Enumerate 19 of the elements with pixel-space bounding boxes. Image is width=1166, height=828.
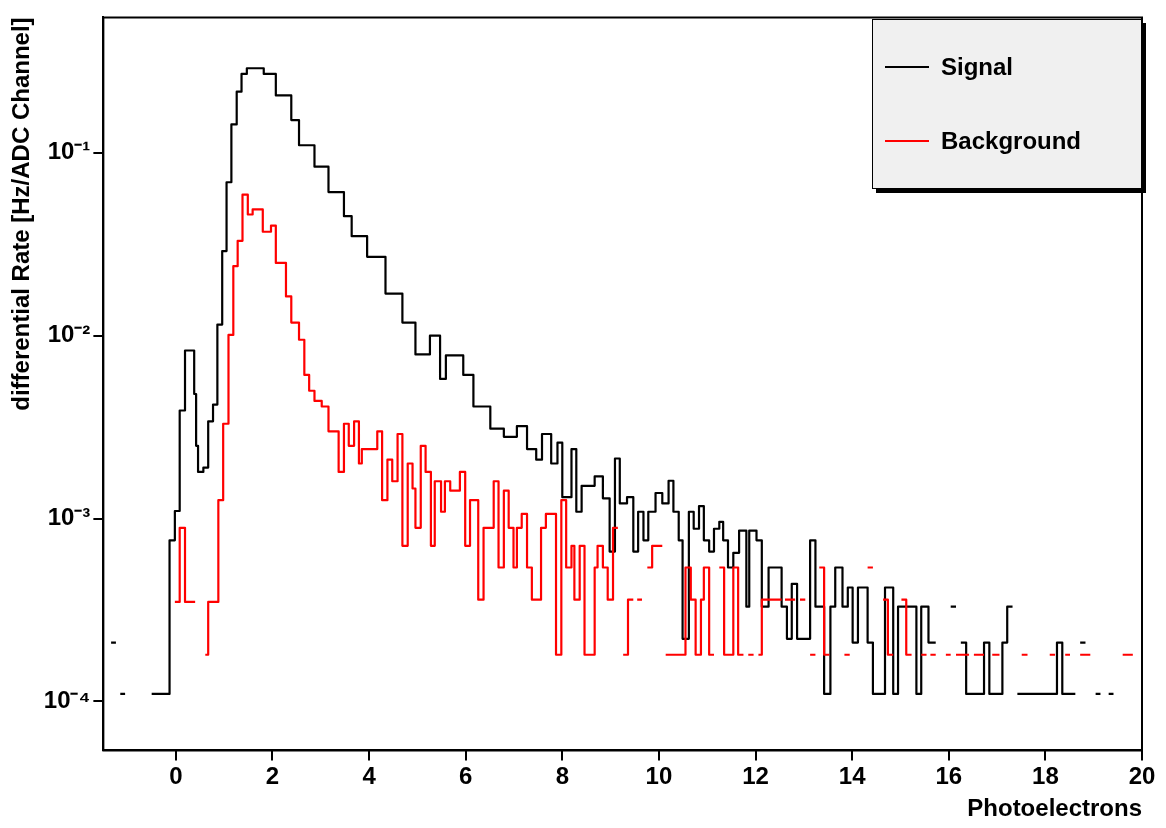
legend-label: Signal <box>941 53 1014 82</box>
x-tick-label: 12 <box>742 762 769 790</box>
x-tick-label: 20 <box>1128 762 1156 790</box>
x-tick-label: 18 <box>1032 762 1059 790</box>
x-tick-label: 4 <box>362 762 377 790</box>
x-tick-label: 0 <box>169 762 183 790</box>
y-tick-label: 10⁻² <box>47 320 91 348</box>
x-axis-title: Photoelectrons <box>967 794 1142 822</box>
y-axis-title: differential Rate [Hz/ADC Channel] <box>7 17 35 411</box>
y-tick-label: 10⁻³ <box>47 503 91 531</box>
x-tick-label: 10 <box>645 762 673 790</box>
y-tick-label: 10⁻¹ <box>47 137 91 165</box>
x-tick-label: 8 <box>555 762 569 790</box>
x-tick-label: 2 <box>265 762 280 790</box>
legend-label: Background <box>941 127 1082 156</box>
x-tick-label: 6 <box>459 762 473 790</box>
x-tick-label: 14 <box>838 762 867 790</box>
x-tick-label: 16 <box>935 762 963 790</box>
y-tick-label: 10⁻⁴ <box>43 686 91 714</box>
